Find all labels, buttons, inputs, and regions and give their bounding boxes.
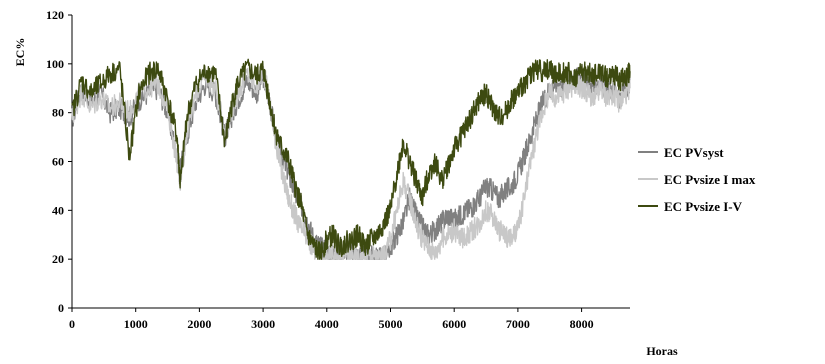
x-tick-label: 6000 (442, 317, 466, 331)
x-tick-label: 5000 (378, 317, 402, 331)
y-tick-label: 80 (52, 106, 64, 120)
legend-label: EC Pvsize I-V (664, 199, 743, 214)
x-tick-label: 0 (69, 317, 75, 331)
y-tick-label: 20 (52, 252, 64, 266)
y-tick-label: 40 (52, 203, 64, 217)
x-tick-label: 4000 (315, 317, 339, 331)
x-tick-label: 7000 (506, 317, 530, 331)
x-tick-label: 2000 (187, 317, 211, 331)
axes: 0 20 40 60 80 100 120 0 1000 2000 3000 4000 5000 6000… (46, 8, 630, 331)
y-tick-label: 120 (46, 8, 64, 22)
y-tick-label: 60 (52, 155, 64, 169)
series-line-3 (71, 58, 631, 260)
x-tick-label: 8000 (570, 317, 594, 331)
legend: EC PVsyst EC Pvsize I max EC Pvsize I-V (638, 145, 756, 214)
series-lines (71, 58, 631, 260)
x-axis-title: Horas (646, 344, 678, 358)
legend-label: EC PVsyst (664, 145, 724, 160)
y-axis-title: EC% (13, 38, 27, 67)
legend-label: EC Pvsize I max (664, 172, 756, 187)
x-tick-label: 1000 (124, 317, 148, 331)
y-tick-label: 100 (46, 57, 64, 71)
y-tick-label: 0 (58, 301, 64, 315)
x-tick-label: 3000 (251, 317, 275, 331)
series-line-2 (71, 63, 631, 260)
